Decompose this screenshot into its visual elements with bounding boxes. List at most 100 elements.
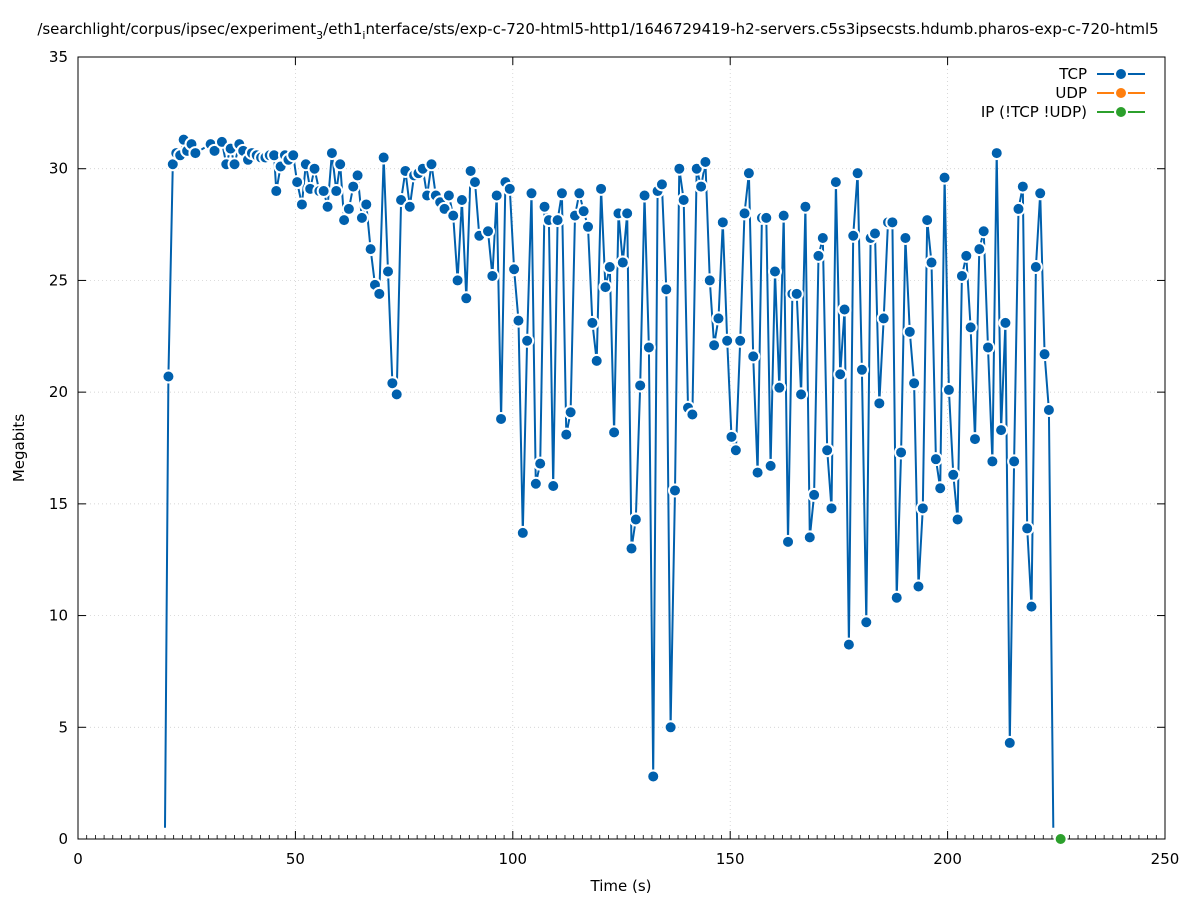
data-point (576, 204, 591, 219)
data-point (824, 501, 839, 516)
data-point (776, 208, 791, 223)
data-point (841, 637, 856, 652)
data-point (481, 224, 496, 239)
y-tick-label: 25 (49, 271, 68, 289)
data-point (902, 324, 917, 339)
x-tick-label: 0 (73, 850, 83, 868)
data-point (859, 615, 874, 630)
data-point (620, 206, 635, 221)
data-point (333, 157, 348, 172)
data-point (450, 273, 465, 288)
data-point (446, 208, 461, 223)
data-point (994, 423, 1009, 438)
data-point (985, 454, 1000, 469)
data-point (946, 467, 961, 482)
data-point (1053, 832, 1068, 846)
data-point (533, 456, 548, 471)
data-point (802, 530, 817, 545)
data-point (711, 311, 726, 326)
data-point (316, 184, 331, 199)
data-point (528, 476, 543, 491)
data-point (820, 443, 835, 458)
data-point (915, 501, 930, 516)
data-point (707, 338, 722, 353)
data-point (750, 465, 765, 480)
y-tick-label: 15 (49, 495, 68, 513)
data-point (269, 184, 284, 199)
data-point (454, 192, 469, 207)
data-point (724, 429, 739, 444)
data-point (624, 541, 639, 556)
data-point (550, 213, 565, 228)
data-point (1024, 599, 1039, 614)
data-point (341, 201, 356, 216)
data-point (602, 260, 617, 275)
data-point (290, 175, 305, 190)
data-point (837, 302, 852, 317)
legend-marker (1114, 86, 1128, 100)
data-point (363, 242, 378, 257)
data-point (227, 157, 242, 172)
data-point (798, 199, 813, 214)
legend-label: TCP (1058, 65, 1087, 83)
data-point (559, 427, 574, 442)
data-point (889, 590, 904, 605)
data-point (737, 206, 752, 221)
data-point (789, 286, 804, 301)
data-point (954, 268, 969, 283)
data-point (350, 168, 365, 183)
data-point (733, 333, 748, 348)
data-point (467, 175, 482, 190)
data-point (615, 255, 630, 270)
y-tick-label: 20 (49, 383, 68, 401)
y-tick-label: 5 (58, 718, 68, 736)
data-point (376, 150, 391, 165)
data-point (846, 228, 861, 243)
data-point (286, 148, 301, 163)
data-point (950, 512, 965, 527)
data-point (963, 320, 978, 335)
legend-label: IP (!TCP !UDP) (981, 103, 1087, 121)
data-point (698, 155, 713, 170)
data-point (989, 146, 1004, 161)
data-point (663, 720, 678, 735)
data-point (585, 315, 600, 330)
y-tick-label: 30 (49, 160, 68, 178)
data-point (489, 188, 504, 203)
legend-marker (1114, 105, 1128, 119)
data-point (981, 340, 996, 355)
data-point (702, 273, 717, 288)
data-point (520, 333, 535, 348)
data-point (546, 478, 561, 493)
data-point (1007, 454, 1022, 469)
data-point (911, 579, 926, 594)
data-point (998, 315, 1013, 330)
series-ip-tcp-udp- (1053, 832, 1068, 846)
data-point (781, 534, 796, 549)
data-point (676, 192, 691, 207)
data-point (920, 213, 935, 228)
data-point (537, 199, 552, 214)
x-tick-label: 50 (286, 850, 305, 868)
data-point (807, 487, 822, 502)
data-point (715, 215, 730, 230)
data-point (694, 179, 709, 194)
data-point (294, 197, 309, 212)
x-tick-label: 200 (933, 850, 962, 868)
data-point (746, 349, 761, 364)
data-point (967, 432, 982, 447)
data-point (828, 175, 843, 190)
data-point (741, 166, 756, 181)
y-axis-label: Megabits (10, 414, 28, 482)
data-point (854, 362, 869, 377)
data-point (959, 248, 974, 263)
data-point (307, 161, 322, 176)
data-point (907, 376, 922, 391)
data-point (1015, 179, 1030, 194)
data-point (815, 230, 830, 245)
data-point (894, 445, 909, 460)
data-point (515, 525, 530, 540)
data-point (685, 407, 700, 422)
